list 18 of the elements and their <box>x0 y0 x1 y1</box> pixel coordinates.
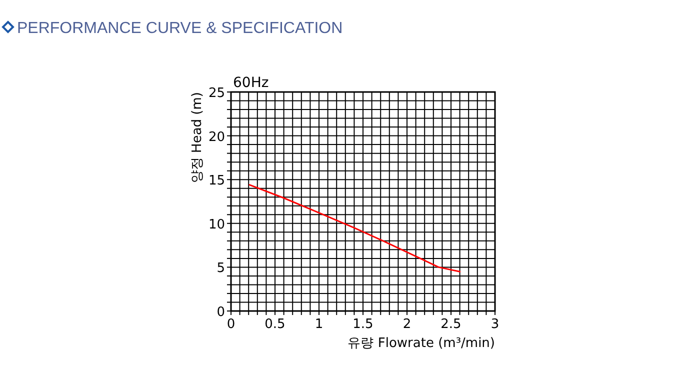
line-series <box>248 184 461 272</box>
x-tick-label: 0.5 <box>264 317 286 332</box>
text: 60Hz <box>233 75 269 91</box>
y-tick-label: 10 <box>208 217 225 232</box>
x-tick-label: 3 <box>490 317 500 332</box>
x-tick-label: 0 <box>226 317 236 332</box>
y-tick-label: 5 <box>216 261 225 276</box>
y-tick-label: 25 <box>208 86 225 101</box>
x-axis-title: 유량 Flowrate (m³/min) <box>348 336 495 351</box>
chart-title: PERFORMANCE CURVE & SPECIFICATION <box>17 20 343 37</box>
y-tick-label: 20 <box>208 130 225 145</box>
x-tick-label: 1.5 <box>352 317 374 332</box>
x-tick-label: 2 <box>402 317 412 332</box>
y-tick-label: 15 <box>208 174 225 189</box>
y-axis-title: 양정 Head (m) <box>190 92 205 184</box>
x-tick-label: 1 <box>314 317 324 332</box>
y-tick-label: 0 <box>216 305 225 320</box>
x-tick-label: 2.5 <box>440 317 462 332</box>
